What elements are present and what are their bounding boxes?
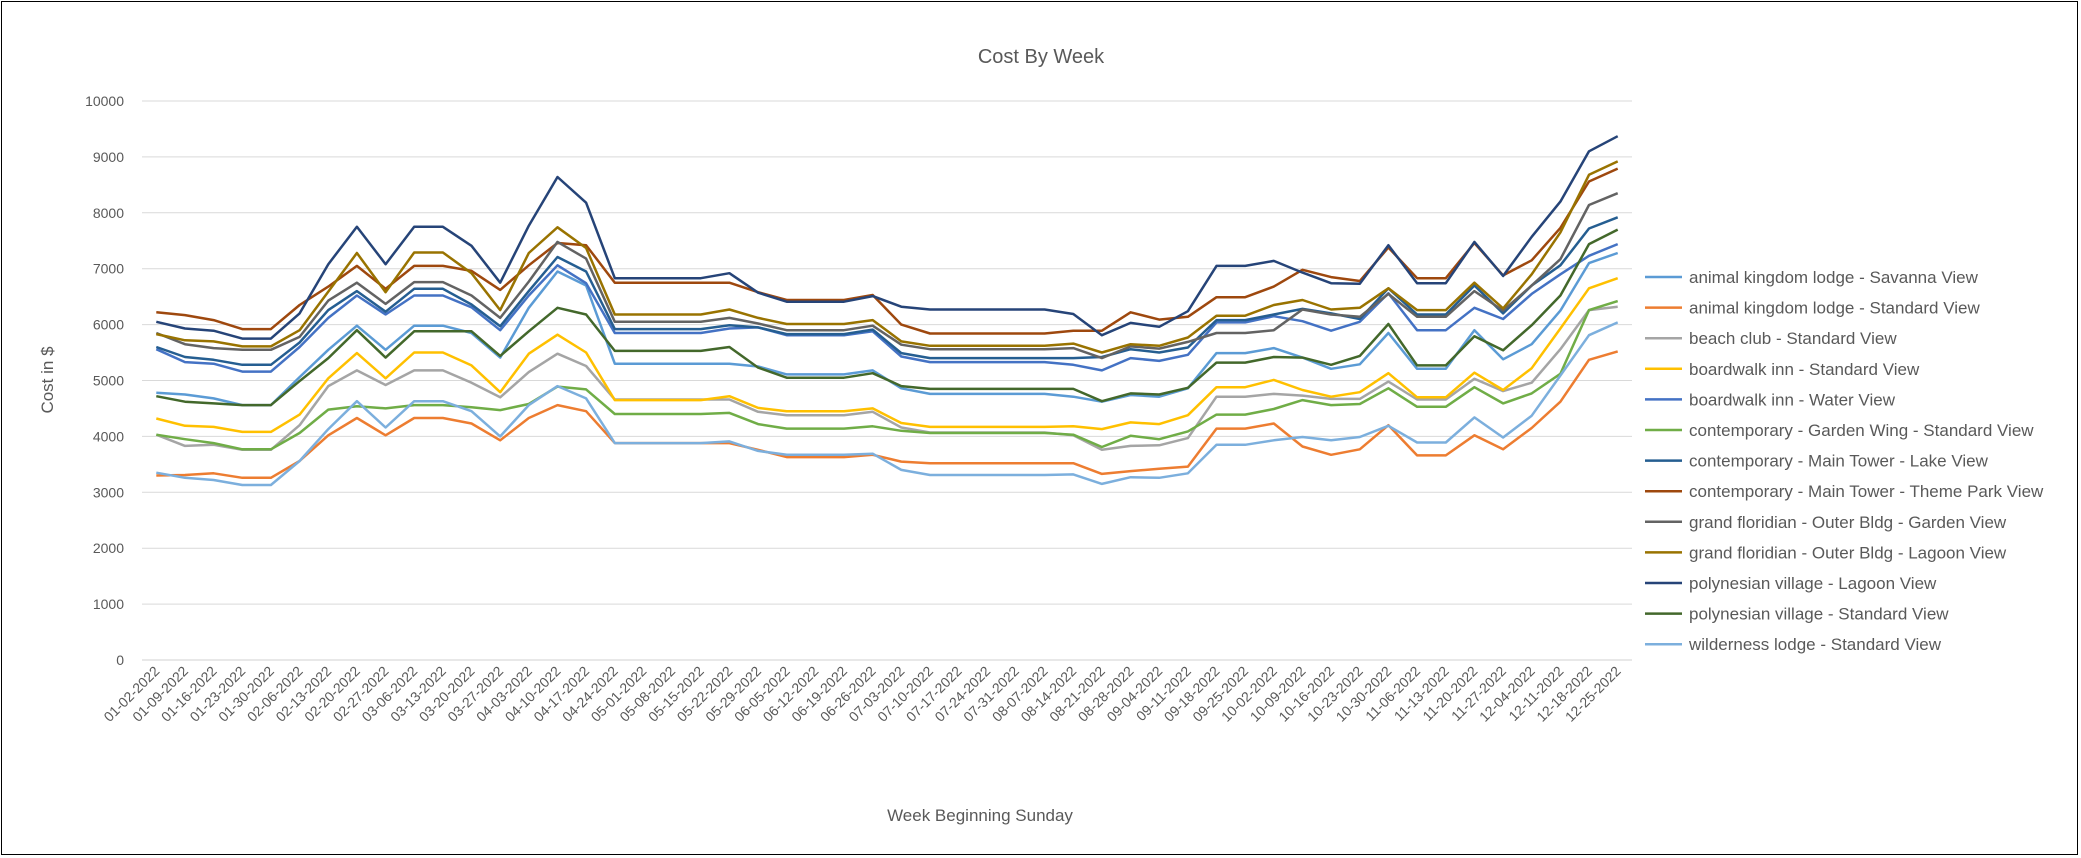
legend-label: contemporary - Main Tower - Lake View: [1689, 452, 1989, 471]
legend-label: wilderness lodge - Standard View: [1688, 635, 1942, 654]
series-line-7: [155, 216, 1619, 367]
y-tick-label: 6000: [93, 317, 124, 333]
legend-label: beach club - Standard View: [1689, 329, 1897, 348]
y-tick-label: 0: [116, 652, 124, 668]
legend-label: boardwalk inn - Standard View: [1689, 360, 1920, 379]
series-line-9: [155, 192, 1619, 360]
y-tick-label: 9000: [93, 149, 124, 165]
y-tick-label: 2000: [93, 540, 124, 556]
series-line-4: [155, 277, 1619, 434]
series-line-13: [156, 321, 1619, 487]
legend-label: animal kingdom lodge - Savanna View: [1689, 268, 1979, 287]
legend-label: grand floridian - Outer Bldg - Garden Vi…: [1689, 513, 2007, 532]
series-line-11: [156, 135, 1619, 340]
series-line-10: [156, 160, 1619, 354]
series-line-6: [156, 299, 1619, 451]
y-tick-label: 10000: [85, 93, 124, 109]
y-tick-label: 1000: [93, 596, 124, 612]
y-tick-label: 5000: [93, 373, 124, 389]
legend-label: contemporary - Main Tower - Theme Park V…: [1689, 482, 2044, 501]
y-axis-title: Cost in $: [38, 346, 57, 414]
legend-label: polynesian village - Lagoon View: [1689, 574, 1937, 593]
y-axis-ticks: 0 1000 2000 3000 4000 5000 6000 7000 8000 9000 100…: [85, 93, 124, 668]
legend-label: polynesian village - Standard View: [1689, 605, 1949, 624]
chart-title: Cost By Week: [978, 46, 1105, 68]
y-tick-label: 4000: [93, 428, 124, 444]
series-lines: [155, 135, 1619, 487]
series-line-5: [155, 242, 1619, 373]
legend-label: contemporary - Garden Wing - Standard Vi…: [1689, 421, 2034, 440]
x-axis-title: Week Beginning Sunday: [887, 806, 1073, 825]
legend-label: grand floridian - Outer Bldg - Lagoon Vi…: [1689, 543, 2007, 562]
y-tick-label: 7000: [93, 261, 124, 277]
series-line-2: [156, 350, 1619, 480]
legend: animal kingdom lodge - Savanna View anima…: [1645, 268, 2044, 654]
legend-label: animal kingdom lodge - Standard View: [1689, 299, 1980, 318]
y-tick-label: 8000: [93, 205, 124, 221]
series-line-12: [156, 228, 1619, 407]
y-tick-label: 3000: [93, 484, 124, 500]
series-line-3: [155, 305, 1618, 452]
x-axis-ticks: 01-02-202201-09-202201-16-202201-23-2022…: [100, 663, 1623, 725]
legend-label: boardwalk inn - Water View: [1689, 390, 1896, 409]
